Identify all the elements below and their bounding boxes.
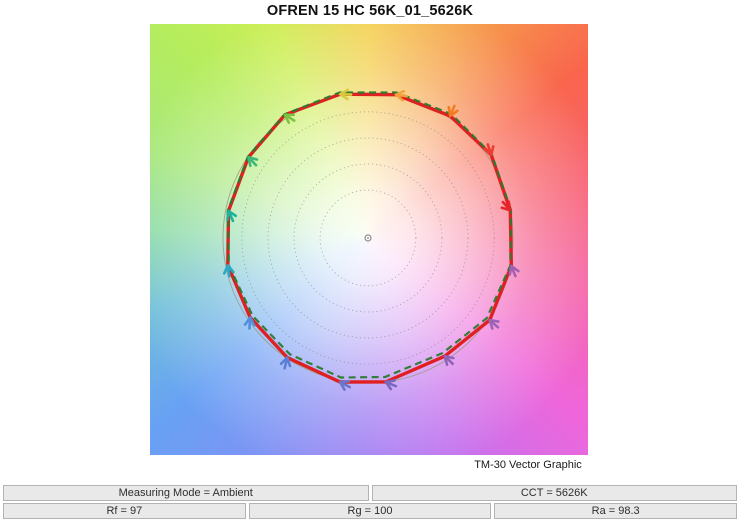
- rf-value: Rf = 97: [3, 503, 246, 519]
- tm30-vector-graphic-chart: [150, 24, 588, 455]
- hue-bin-arrow: [447, 104, 459, 118]
- grid-ring: [241, 111, 495, 365]
- hue-bin-arrow: [338, 380, 352, 391]
- measuring-mode-value: Measuring Mode = Ambient: [3, 485, 369, 501]
- hue-bin-arrow: [338, 88, 353, 101]
- info-row-1: Measuring Mode = Ambient CCT = 5626K: [3, 485, 737, 501]
- info-row-2: Rf = 97 Rg = 100 Ra = 98.3: [3, 503, 738, 519]
- grid-ring: [267, 137, 469, 339]
- hue-bin-arrow: [243, 316, 256, 330]
- hue-bin-arrow: [384, 379, 398, 391]
- chart-caption: TM-30 Vector Graphic: [474, 459, 582, 471]
- hue-bin-arrow: [247, 156, 259, 168]
- grid-ring: [319, 189, 417, 287]
- hue-bin-arrow: [283, 113, 296, 124]
- cct-value: CCT = 5626K: [371, 485, 737, 501]
- center-marker-dot: [367, 237, 369, 239]
- ra-value: Ra = 98.3: [494, 503, 738, 519]
- measurement-info-bar: Measuring Mode = Ambient CCT = 5626K Rf …: [3, 485, 738, 519]
- hue-bin-arrow: [394, 89, 409, 102]
- hue-bin-arrow: [279, 356, 292, 370]
- hue-bin-arrow: [222, 264, 235, 278]
- hue-bin-arrow: [500, 200, 512, 212]
- hue-bin-arrow: [488, 318, 500, 330]
- reference-dashed-polygon: [226, 91, 513, 379]
- hue-bin-arrow: [443, 354, 455, 367]
- hue-bin-arrow: [483, 143, 495, 157]
- hue-bin-arrow: [226, 209, 238, 223]
- grid-ring: [293, 163, 443, 313]
- hue-bin-arrow: [508, 264, 520, 278]
- rg-value: Rg = 100: [248, 503, 492, 519]
- page-title: OFREN 15 HC 56K_01_5626K: [266, 3, 474, 19]
- tm30-polar-plot: [222, 88, 520, 391]
